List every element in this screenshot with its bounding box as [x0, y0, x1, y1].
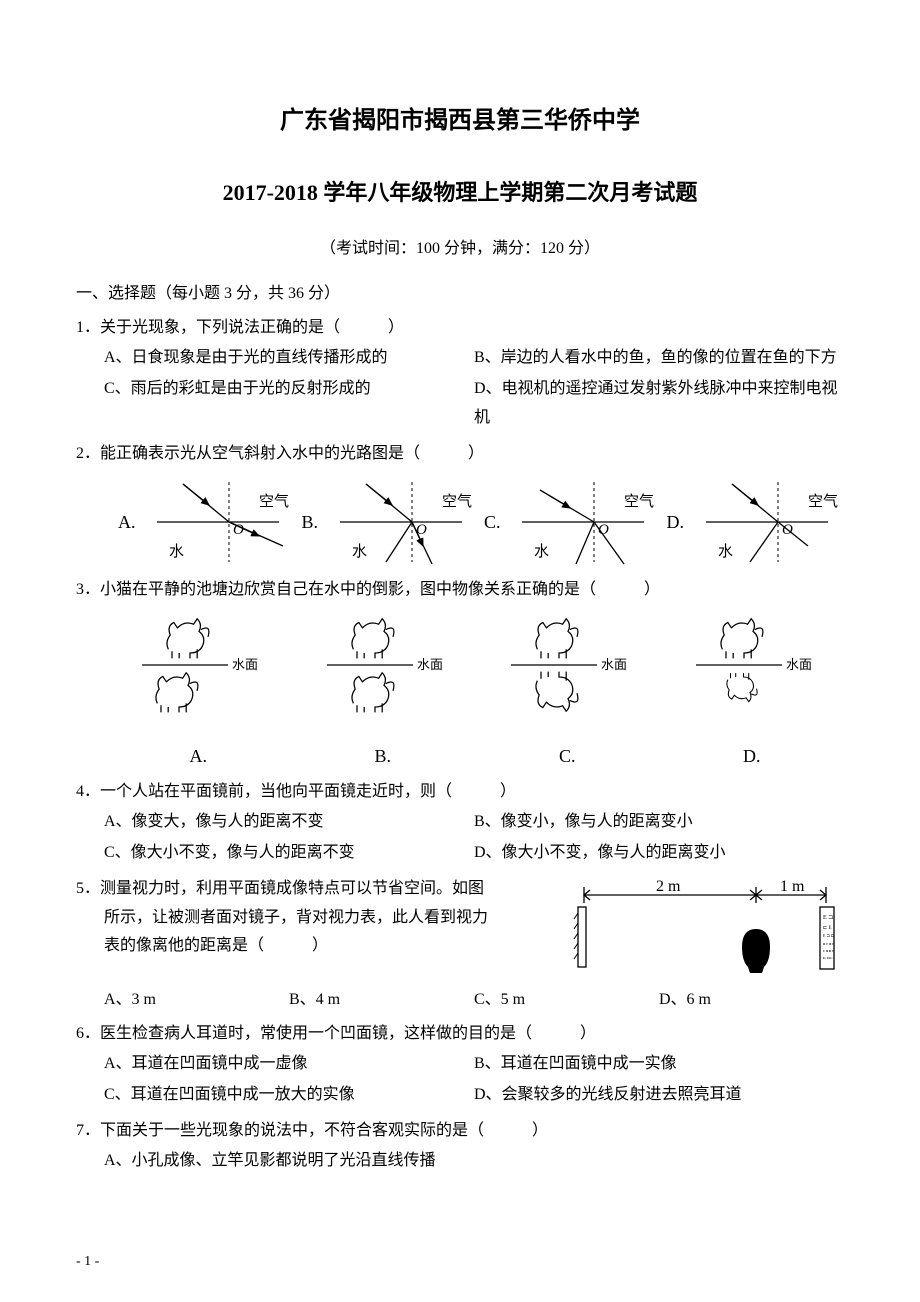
svg-text:⊏ E: ⊏ E — [823, 925, 832, 931]
question-4: 4．一个人站在平面镜前，当他向平面镜走近时，则（ ） A、像变大，像与人的距离不… — [76, 778, 844, 868]
q4-opt-a: A、像变大，像与人的距离不变 — [104, 807, 474, 838]
exam-title: 2017-2018 学年八年级物理上学期第二次月考试题 — [76, 173, 844, 213]
page-number: - 1 - — [76, 1249, 99, 1274]
cat-image-icon — [727, 673, 757, 702]
q2a-air: 空气 — [259, 493, 289, 510]
q5-stem1: 5．测量视力时，利用平面镜成像特点可以节省空间。如图 — [76, 875, 544, 904]
q7-opt-a: A、小孔成像、立竿见影都说明了光沿直线传播 — [104, 1146, 844, 1177]
svg-text:⊏ E ⊐ E: ⊏ E ⊐ E — [823, 942, 834, 946]
svg-text:E ⊐ ⊏: E ⊐ ⊏ — [823, 933, 834, 938]
q2-svg-a: 空气 水 O — [139, 476, 289, 568]
q3b-water: 水面 — [417, 657, 443, 672]
school-name: 广东省揭阳市揭西县第三华侨中学 — [76, 100, 844, 143]
cat-image-icon — [536, 672, 578, 712]
q6-opt-d: D、会聚较多的光线反射进去照亮耳道 — [474, 1080, 844, 1111]
cat-image-icon — [352, 673, 394, 713]
exam-info: （考试时间：100 分钟，满分：120 分） — [76, 235, 844, 264]
q3a-water: 水面 — [232, 657, 258, 672]
q5-opt-b: B、4 m — [289, 986, 474, 1015]
q5-figure: 2 m 1 m E ⊐ ⊏ E — [544, 875, 844, 986]
q2c-air: 空气 — [624, 493, 654, 510]
q3-diag-a: 水面 A. — [128, 611, 268, 772]
q2-label-b: B. — [301, 506, 318, 538]
question-3: 3．小猫在平静的池塘边欣赏自己在水中的倒影，图中物像关系正确的是（ ） 水面 A… — [76, 576, 844, 772]
question-5: 5．测量视力时，利用平面镜成像特点可以节省空间。如图 所示，让被测者面对镜子，背… — [76, 875, 844, 1015]
q2-svg-b: 空气 水 O — [322, 476, 472, 568]
q3-diagrams: 水面 A. 水面 B — [106, 611, 844, 772]
q1-opt-d: D、电视机的遥控通过发射紫外线脉冲中来控制电视机 — [474, 374, 844, 434]
q2-svg-d: 空气 水 O — [688, 476, 838, 568]
q2-diag-b: B. 空气 水 O — [301, 476, 472, 568]
q6-stem: 6．医生检查病人耳道时，常使用一个凹面镜，这样做的目的是（ ） — [76, 1020, 844, 1049]
q5-d2: 1 m — [780, 879, 805, 895]
q3-diag-c: 水面 C. — [497, 611, 637, 772]
q2-diag-c: C. 空气 水 O — [484, 476, 655, 568]
cat-icon — [352, 619, 394, 659]
question-2: 2．能正确表示光从空气斜射入水中的光路图是（ ） A. 空气 水 O — [76, 440, 844, 569]
q3-diag-d: 水面 D. — [682, 611, 822, 772]
q1-stem: 1．关于光现象，下列说法正确的是（ ） — [76, 314, 844, 343]
q1-opt-c: C、雨后的彩虹是由于光的反射形成的 — [104, 374, 474, 434]
q7-stem: 7．下面关于一些光现象的说法中，不符合客观实际的是（ ） — [76, 1117, 844, 1146]
q2-diag-a: A. 空气 水 O — [118, 476, 290, 568]
q2a-water: 水 — [169, 543, 184, 560]
q3-label-b: B. — [313, 740, 453, 772]
cat-icon — [167, 619, 209, 659]
svg-text:⊏ E ⊐ ⊏ E: ⊏ E ⊐ ⊏ E — [823, 956, 833, 960]
q5-opt-d: D、6 m — [659, 986, 844, 1015]
q3-diag-b: 水面 B. — [313, 611, 453, 772]
q6-opt-a: A、耳道在凹面镜中成一虚像 — [104, 1049, 474, 1080]
q6-opt-b: B、耳道在凹面镜中成一实像 — [474, 1049, 844, 1080]
q4-stem: 4．一个人站在平面镜前，当他向平面镜走近时，则（ ） — [76, 778, 844, 807]
cat-icon — [536, 619, 578, 659]
svg-text:E ⊐ ⊏ E: E ⊐ ⊏ E — [823, 949, 834, 953]
q5-d1: 2 m — [656, 879, 681, 895]
q5-stem2: 所示，让被测者面对镜子，背对视力表，此人看到视力 — [104, 904, 544, 933]
cat-icon — [721, 619, 763, 659]
q3-label-c: C. — [497, 740, 637, 772]
question-1: 1．关于光现象，下列说法正确的是（ ） A、日食现象是由于光的直线传播形成的 B… — [76, 314, 844, 433]
q2-svg-c: 空气 水 O — [504, 476, 654, 568]
q2-label-a: A. — [118, 506, 136, 538]
q2-diagrams: A. 空气 水 O — [112, 476, 844, 568]
cat-image-icon — [156, 673, 198, 713]
q3-stem: 3．小猫在平静的池塘边欣赏自己在水中的倒影，图中物像关系正确的是（ ） — [76, 576, 844, 605]
q2b-air: 空气 — [442, 493, 472, 510]
q1-opt-b: B、岸边的人看水中的鱼，鱼的像的位置在鱼的下方 — [474, 343, 844, 374]
q1-opt-a: A、日食现象是由于光的直线传播形成的 — [104, 343, 474, 374]
q2b-water: 水 — [352, 543, 367, 560]
q3d-water: 水面 — [786, 657, 812, 672]
question-6: 6．医生检查病人耳道时，常使用一个凹面镜，这样做的目的是（ ） A、耳道在凹面镜… — [76, 1020, 844, 1110]
q2-label-d: D. — [666, 506, 684, 538]
q2-label-c: C. — [484, 506, 501, 538]
section1-heading: 一、选择题（每小题 3 分，共 36 分） — [76, 280, 844, 309]
q4-opt-b: B、像变小，像与人的距离变小 — [474, 807, 844, 838]
q2d-air: 空气 — [808, 493, 838, 510]
q2c-water: 水 — [534, 543, 549, 560]
question-7: 7．下面关于一些光现象的说法中，不符合客观实际的是（ ） A、小孔成像、立竿见影… — [76, 1117, 844, 1177]
q5-stem3: 表的像离他的距离是（ ） — [104, 932, 544, 961]
q2-diag-d: D. 空气 水 O — [666, 476, 838, 568]
q4-opt-d: D、像大小不变，像与人的距离变小 — [474, 838, 844, 869]
q5-opt-c: C、5 m — [474, 986, 659, 1015]
svg-text:E ⊐: E ⊐ — [823, 915, 833, 921]
q3c-water: 水面 — [601, 657, 627, 672]
q5-opt-a: A、3 m — [104, 986, 289, 1015]
q6-opt-c: C、耳道在凹面镜中成一放大的实像 — [104, 1080, 474, 1111]
q2d-water: 水 — [718, 543, 733, 560]
mirror-icon — [578, 907, 586, 967]
q2-stem: 2．能正确表示光从空气斜射入水中的光路图是（ ） — [76, 440, 844, 469]
person-head-icon — [742, 929, 770, 973]
q3-label-d: D. — [682, 740, 822, 772]
q4-opt-c: C、像大小不变，像与人的距离不变 — [104, 838, 474, 869]
q3-label-a: A. — [128, 740, 268, 772]
